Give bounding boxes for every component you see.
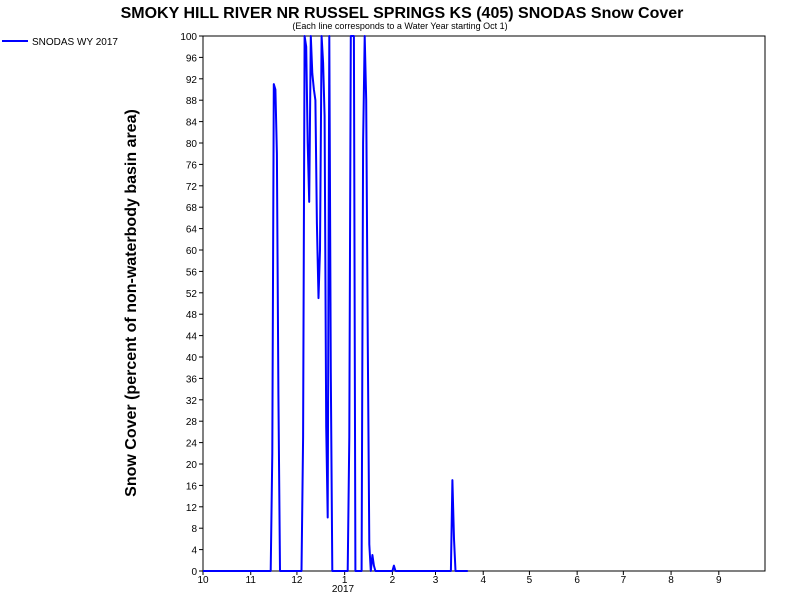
- y-tick-label: 16: [186, 481, 198, 492]
- x-tick-label: 6: [574, 575, 580, 586]
- x-tick-label: 9: [716, 575, 722, 586]
- chart-title: SMOKY HILL RIVER NR RUSSEL SPRINGS KS (4…: [121, 5, 684, 22]
- y-tick-label: 52: [186, 289, 198, 300]
- y-tick-label: 84: [186, 118, 198, 129]
- y-tick-label: 56: [186, 267, 198, 278]
- y-tick-label: 12: [186, 503, 198, 514]
- y-tick-label: 64: [186, 225, 198, 236]
- y-axis-label: Snow Cover (percent of non-waterbody bas…: [123, 109, 140, 497]
- x-tick-label: 10: [197, 575, 209, 586]
- x-tick-label: 8: [668, 575, 674, 586]
- y-tick-label: 88: [186, 96, 198, 107]
- x-tick-label: 2: [390, 575, 396, 586]
- y-tick-label: 28: [186, 417, 198, 428]
- x-tick-label: 4: [480, 575, 486, 586]
- series-line: [203, 35, 468, 572]
- legend: SNODAS WY 2017: [2, 37, 118, 48]
- y-tick-label: 48: [186, 310, 198, 321]
- y-tick-label: 60: [186, 246, 198, 257]
- x-tick-label: 12: [291, 575, 303, 586]
- y-tick-label: 72: [186, 182, 198, 193]
- x-tick-label: 3: [433, 575, 439, 586]
- y-tick-label: 76: [186, 160, 198, 171]
- y-tick-label: 24: [186, 439, 198, 450]
- y-tick-label: 36: [186, 374, 198, 385]
- x-tick-label: 7: [621, 575, 627, 586]
- chart-subtitle: (Each line corresponds to a Water Year s…: [292, 21, 507, 31]
- series-group: [203, 35, 468, 572]
- y-tick-label: 68: [186, 203, 198, 214]
- y-tick-label: 4: [191, 546, 197, 557]
- y-tick-label: 20: [186, 460, 198, 471]
- y-tick-label: 44: [186, 332, 198, 343]
- x-year-label: 2017: [332, 584, 355, 595]
- y-axis: 0481216202428323640444852566064687276808…: [180, 32, 203, 578]
- y-tick-label: 32: [186, 396, 198, 407]
- legend-label: SNODAS WY 2017: [32, 37, 118, 48]
- y-tick-label: 92: [186, 75, 198, 86]
- y-tick-label: 96: [186, 53, 198, 64]
- y-tick-label: 80: [186, 139, 198, 150]
- plot-frame: [202, 35, 766, 572]
- y-tick-label: 8: [191, 524, 197, 535]
- x-axis: 10 11 12 1 2 3 4 5 6 7 8 9: [197, 571, 722, 586]
- x-tick-label: 5: [527, 575, 533, 586]
- y-tick-label: 100: [180, 32, 197, 43]
- x-tick-label: 11: [246, 575, 257, 586]
- y-tick-label: 0: [191, 567, 197, 578]
- y-tick-label: 40: [186, 353, 198, 364]
- x-tick-label: 1: [342, 575, 348, 586]
